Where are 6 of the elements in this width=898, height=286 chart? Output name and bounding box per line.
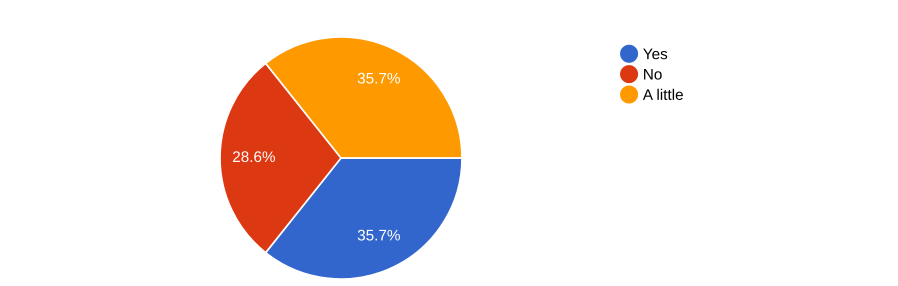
data-label: 28.6% xyxy=(232,151,275,162)
data-label: 35.7% xyxy=(358,72,400,84)
legend-label: No xyxy=(644,68,662,80)
legend-label: Yes xyxy=(643,48,668,60)
data-label: 35.7% xyxy=(358,230,400,241)
legend-label: A little xyxy=(642,88,683,100)
